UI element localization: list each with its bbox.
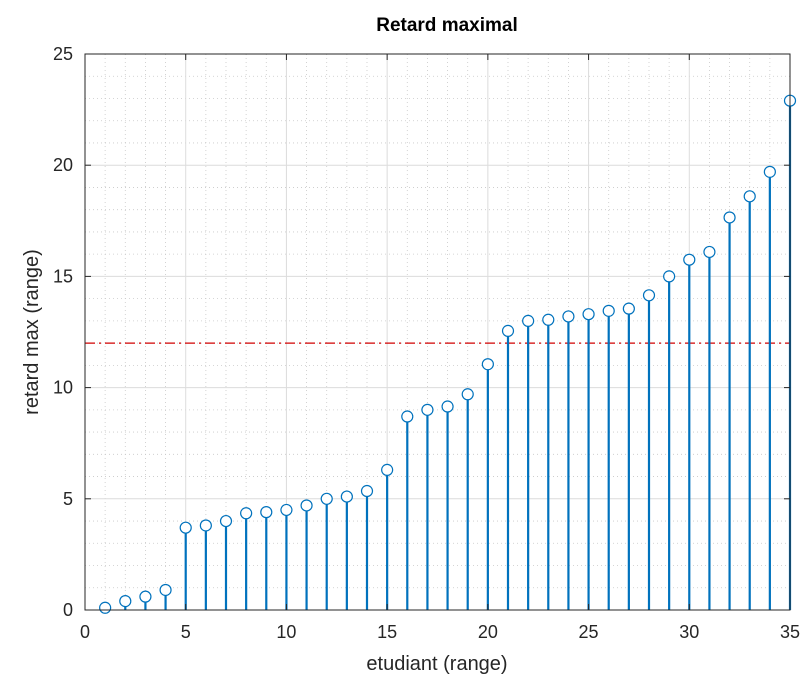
stem-marker bbox=[119, 595, 132, 608]
stem-34 bbox=[763, 165, 776, 610]
stem-marker bbox=[582, 308, 595, 321]
stems bbox=[99, 94, 797, 614]
stem-marker bbox=[743, 190, 756, 203]
stem-14 bbox=[360, 484, 374, 610]
stem-marker bbox=[320, 492, 333, 505]
stem-marker bbox=[139, 590, 152, 603]
stem-marker bbox=[300, 499, 313, 512]
stem-26 bbox=[602, 304, 615, 610]
stem-marker bbox=[622, 302, 635, 315]
stem-marker bbox=[703, 245, 716, 259]
stem-18 bbox=[441, 400, 454, 610]
stem-12 bbox=[320, 492, 333, 610]
stem-marker bbox=[763, 165, 776, 178]
plot-area bbox=[85, 54, 790, 610]
stem-17 bbox=[421, 403, 434, 610]
stem-7 bbox=[219, 514, 233, 610]
stem-marker bbox=[723, 211, 736, 224]
stem-30 bbox=[683, 253, 696, 610]
minor-grid bbox=[85, 54, 790, 610]
x-tick-label: 35 bbox=[780, 622, 800, 642]
y-tick-label: 15 bbox=[53, 266, 73, 286]
stem-marker bbox=[159, 583, 172, 597]
x-tick-label: 30 bbox=[679, 622, 699, 642]
stem-23 bbox=[542, 313, 555, 610]
stem-marker bbox=[642, 289, 656, 302]
stem-10 bbox=[280, 503, 293, 610]
stem-29 bbox=[663, 270, 676, 610]
y-tick-label: 25 bbox=[53, 44, 73, 64]
stem-marker bbox=[99, 601, 112, 614]
stem-11 bbox=[300, 499, 313, 610]
y-tick-label: 0 bbox=[63, 600, 73, 620]
y-tick-label: 20 bbox=[53, 155, 73, 175]
x-ticks: 0 5 10 15 20 25 30 35 bbox=[80, 54, 800, 642]
stem-28 bbox=[642, 289, 656, 610]
stem-marker bbox=[199, 519, 212, 532]
stem-marker bbox=[461, 388, 474, 401]
x-tick-label: 25 bbox=[579, 622, 599, 642]
y-tick-label: 10 bbox=[53, 378, 73, 398]
y-tick-label: 5 bbox=[63, 489, 73, 509]
stem-marker bbox=[401, 410, 414, 423]
x-tick-label: 10 bbox=[276, 622, 296, 642]
stem-marker bbox=[542, 313, 555, 326]
stem-marker bbox=[562, 310, 575, 323]
stem-marker bbox=[280, 503, 293, 517]
stem-31 bbox=[703, 245, 716, 610]
stem-1 bbox=[99, 601, 112, 614]
stem-marker bbox=[240, 507, 253, 520]
stem-13 bbox=[340, 490, 353, 610]
x-tick-label: 0 bbox=[80, 622, 90, 642]
stem-21 bbox=[501, 324, 515, 610]
stem-33 bbox=[743, 190, 756, 610]
stem-marker bbox=[360, 484, 374, 498]
stem-9 bbox=[260, 506, 273, 610]
stem-20 bbox=[481, 358, 494, 610]
stem-27 bbox=[622, 302, 635, 610]
x-tick-label: 15 bbox=[377, 622, 397, 642]
stem-16 bbox=[401, 410, 414, 610]
stem-marker bbox=[481, 358, 494, 371]
stem-marker bbox=[683, 253, 696, 266]
stem-15 bbox=[381, 463, 394, 610]
stem-marker bbox=[441, 400, 454, 413]
stem-marker bbox=[602, 304, 615, 317]
stem-marker bbox=[522, 314, 535, 327]
x-tick-label: 20 bbox=[478, 622, 498, 642]
x-axis-label: etudiant (range) bbox=[366, 653, 507, 675]
x-tick-label: 5 bbox=[181, 622, 191, 642]
stem-19 bbox=[461, 388, 474, 610]
stem-marker bbox=[179, 521, 192, 534]
y-axis-label: retard max (range) bbox=[21, 249, 43, 415]
stem-4 bbox=[159, 583, 172, 610]
stem-25 bbox=[582, 308, 595, 610]
stem-marker bbox=[340, 490, 353, 503]
stem-marker bbox=[260, 506, 273, 519]
stem-8 bbox=[240, 507, 253, 610]
stem-3 bbox=[139, 590, 152, 610]
stem-22 bbox=[522, 314, 535, 610]
y-ticks: 0 5 10 15 20 25 bbox=[53, 44, 790, 620]
stem-marker bbox=[501, 324, 515, 337]
stem-2 bbox=[119, 595, 132, 610]
stem-6 bbox=[199, 519, 212, 610]
stem-marker bbox=[663, 270, 676, 283]
stem-marker bbox=[421, 403, 434, 416]
stem-32 bbox=[723, 211, 736, 610]
axes-box bbox=[84, 53, 791, 611]
stem-24 bbox=[562, 310, 575, 610]
stem-marker bbox=[381, 463, 394, 476]
chart-title: Retard maximal bbox=[376, 15, 518, 36]
stem-5 bbox=[179, 521, 192, 610]
stem-marker bbox=[219, 514, 233, 528]
